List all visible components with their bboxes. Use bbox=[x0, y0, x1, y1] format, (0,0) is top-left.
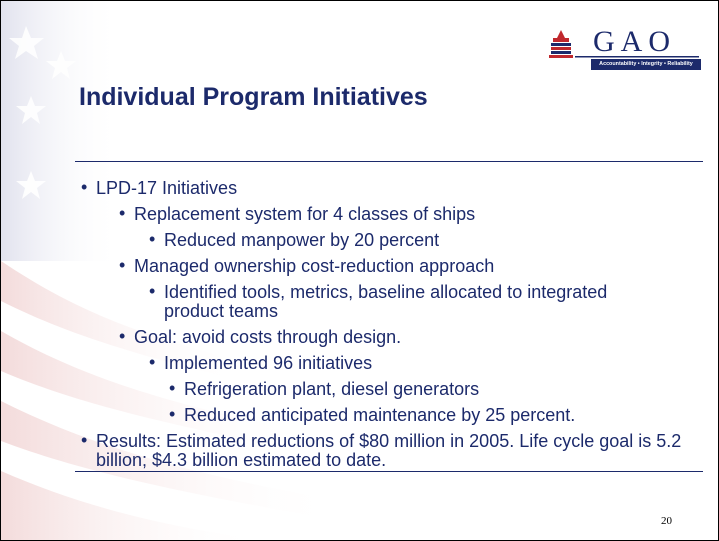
bullet-text: Replacement system for 4 classes of ship… bbox=[134, 203, 476, 224]
page-number: 20 bbox=[661, 515, 672, 527]
bullet-text: Reduced manpower by 20 percent bbox=[164, 229, 440, 250]
bullet-item: • Identified tools, metrics, baseline all… bbox=[149, 279, 634, 324]
slide-title: Individual Program Initiatives bbox=[79, 83, 428, 111]
bullet-marker: • bbox=[81, 177, 88, 197]
bullet-text: Refrigeration plant, diesel generators bbox=[184, 378, 480, 399]
bullet-text: LPD-17 Initiatives bbox=[96, 177, 238, 198]
bullet-text: Identified tools, metrics, baseline allo… bbox=[164, 281, 608, 321]
bullet-marker: • bbox=[119, 326, 126, 346]
bullet-marker: • bbox=[169, 404, 176, 424]
bullet-item: • Goal: avoid costs through design. bbox=[119, 324, 694, 350]
bullet-marker: • bbox=[149, 229, 156, 249]
bullet-item: • Implemented 96 initiatives bbox=[149, 350, 634, 376]
bullet-item: • LPD-17 Initiatives bbox=[81, 175, 706, 201]
bullet-list: • LPD-17 Initiatives • Replacement system f… bbox=[81, 175, 706, 473]
bullet-text: Reduced anticipated maintenance by 25 pe… bbox=[184, 404, 576, 425]
bullet-item: • Refrigeration plant, diesel generators bbox=[169, 376, 684, 402]
bullet-marker: • bbox=[119, 255, 126, 275]
bullet-marker: • bbox=[149, 281, 156, 301]
bullet-marker: • bbox=[169, 378, 176, 398]
logo-text: GAO bbox=[593, 25, 676, 58]
divider bbox=[75, 471, 703, 472]
divider bbox=[75, 161, 703, 162]
bullet-text: Results: Estimated reductions of $80 mil… bbox=[96, 430, 682, 470]
bullet-item: • Reduced anticipated maintenance by 25 p… bbox=[169, 402, 684, 428]
bullet-text: Goal: avoid costs through design. bbox=[134, 326, 402, 347]
bullet-text: Implemented 96 initiatives bbox=[164, 352, 373, 373]
bullet-marker: • bbox=[119, 203, 126, 223]
bullet-item: • Replacement system for 4 classes of shi… bbox=[119, 201, 694, 227]
bullet-item: • Results: Estimated reductions of $80 mi… bbox=[81, 428, 706, 473]
bullet-item: • Managed ownership cost-reduction approa… bbox=[119, 253, 694, 279]
bullet-item: • Reduced manpower by 20 percent bbox=[149, 227, 634, 253]
bullet-text: Managed ownership cost-reduction approac… bbox=[134, 255, 495, 276]
logo-tagline: Accountability • Integrity • Reliability bbox=[591, 59, 701, 70]
bullet-marker: • bbox=[149, 352, 156, 372]
logo-icon bbox=[549, 30, 699, 58]
bullet-marker: • bbox=[81, 430, 88, 450]
